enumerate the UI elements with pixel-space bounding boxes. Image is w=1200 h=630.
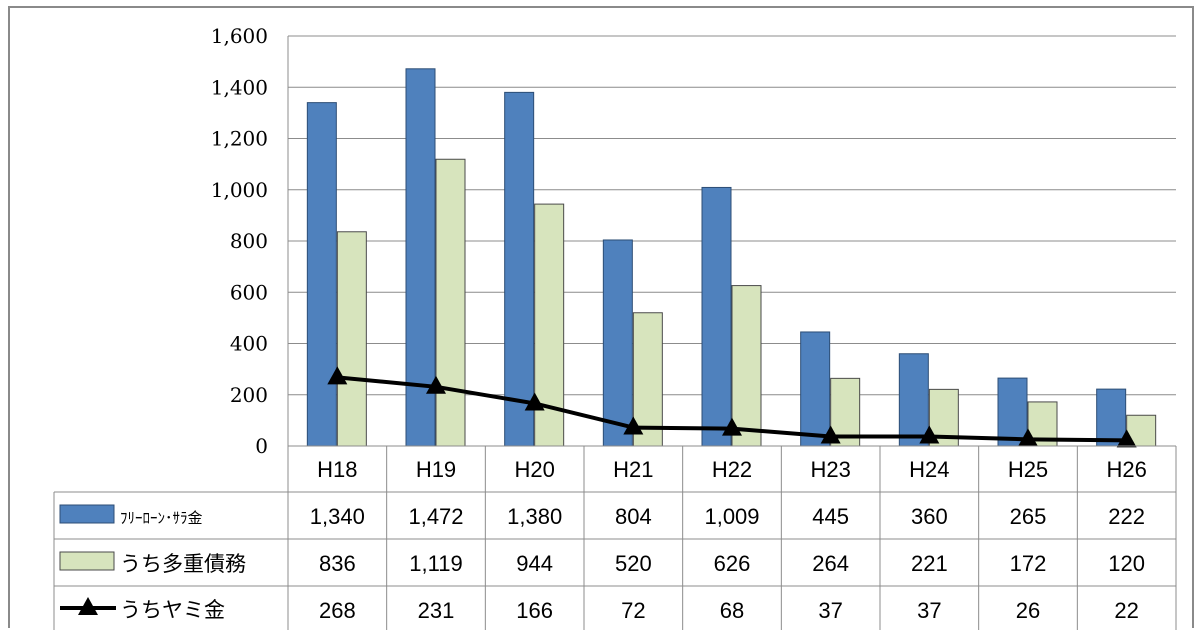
legend-key-multiple-debt (59, 551, 115, 571)
category-label: H19 (416, 457, 456, 482)
data-label: 26 (1016, 598, 1040, 623)
data-label: 1,380 (507, 504, 562, 529)
data-label: 1,340 (310, 504, 365, 529)
point-yamikin (327, 366, 348, 385)
point-yamikin (820, 425, 841, 444)
data-label: 1,119 (409, 551, 462, 576)
data-label: 264 (812, 551, 849, 576)
category-label: H25 (1008, 457, 1048, 482)
point-yamikin (1018, 428, 1038, 447)
category-label: H20 (514, 457, 554, 482)
y-tick-label: 800 (230, 229, 268, 253)
bar-multiple-debt (435, 158, 466, 447)
bar-freeloan (800, 331, 831, 447)
legend-key-freeloan (59, 504, 115, 524)
data-label: 520 (615, 551, 652, 576)
data-label: 37 (917, 598, 941, 623)
bar-multiple-debt (632, 312, 663, 447)
data-label: 268 (319, 598, 356, 623)
legend-label-multiple-debt: うち多重債務 (120, 552, 246, 576)
point-yamikin (524, 392, 545, 411)
data-label: 445 (812, 504, 849, 529)
category-label: H23 (810, 457, 850, 482)
legend-marker-yamikin (78, 597, 98, 615)
point-yamikin (919, 425, 940, 444)
bar-multiple-debt (731, 285, 762, 447)
data-label: 120 (1108, 551, 1145, 576)
bar-freeloan (1096, 388, 1127, 447)
category-label: H22 (712, 457, 752, 482)
point-yamikin (623, 416, 644, 435)
y-tick-label: 200 (230, 383, 268, 407)
data-label: 1,472 (408, 504, 463, 529)
data-label: 1,009 (704, 504, 759, 529)
data-label: 37 (818, 598, 842, 623)
y-tick-label: 600 (230, 280, 268, 304)
y-tick-label: 1,400 (211, 75, 268, 99)
y-tick-label: 1,000 (211, 178, 268, 202)
bar-freeloan (306, 102, 337, 447)
data-label: 222 (1108, 504, 1145, 529)
y-tick-label: 1,200 (211, 127, 268, 151)
data-label: 265 (1010, 504, 1047, 529)
y-tick-label: 400 (230, 332, 268, 356)
bar-multiple-debt (336, 231, 367, 447)
point-yamikin (426, 375, 446, 394)
category-label: H24 (909, 457, 949, 482)
data-label: 72 (621, 598, 645, 623)
point-yamikin (722, 417, 742, 436)
legend-label-freeloan: ﾌﾘｰﾛｰﾝ･ｻﾗ金 (120, 509, 203, 527)
data-label: 626 (714, 551, 751, 576)
category-label: H18 (317, 457, 357, 482)
bar-freeloan (504, 91, 535, 447)
bar-freeloan (898, 353, 929, 447)
y-tick-label: 0 (255, 434, 268, 458)
data-label: 22 (1114, 598, 1138, 623)
bar-freeloan (701, 186, 732, 447)
y-tick-label: 1,600 (211, 24, 268, 48)
data-label: 231 (418, 598, 455, 623)
data-label: 836 (319, 551, 356, 576)
data-label: 221 (911, 551, 948, 576)
bar-freeloan (602, 239, 633, 447)
data-label: 944 (516, 551, 553, 576)
data-label: 166 (516, 598, 553, 623)
bar-freeloan (997, 377, 1028, 447)
data-label: 360 (911, 504, 948, 529)
category-label: H21 (613, 457, 653, 482)
point-yamikin (1116, 429, 1137, 448)
data-label: 172 (1010, 551, 1047, 576)
data-label: 68 (720, 598, 744, 623)
category-label: H26 (1106, 457, 1146, 482)
chart-frame (8, 6, 1194, 628)
data-label: 804 (615, 504, 652, 529)
legend-label-yamikin: うちヤミ金 (120, 598, 225, 622)
